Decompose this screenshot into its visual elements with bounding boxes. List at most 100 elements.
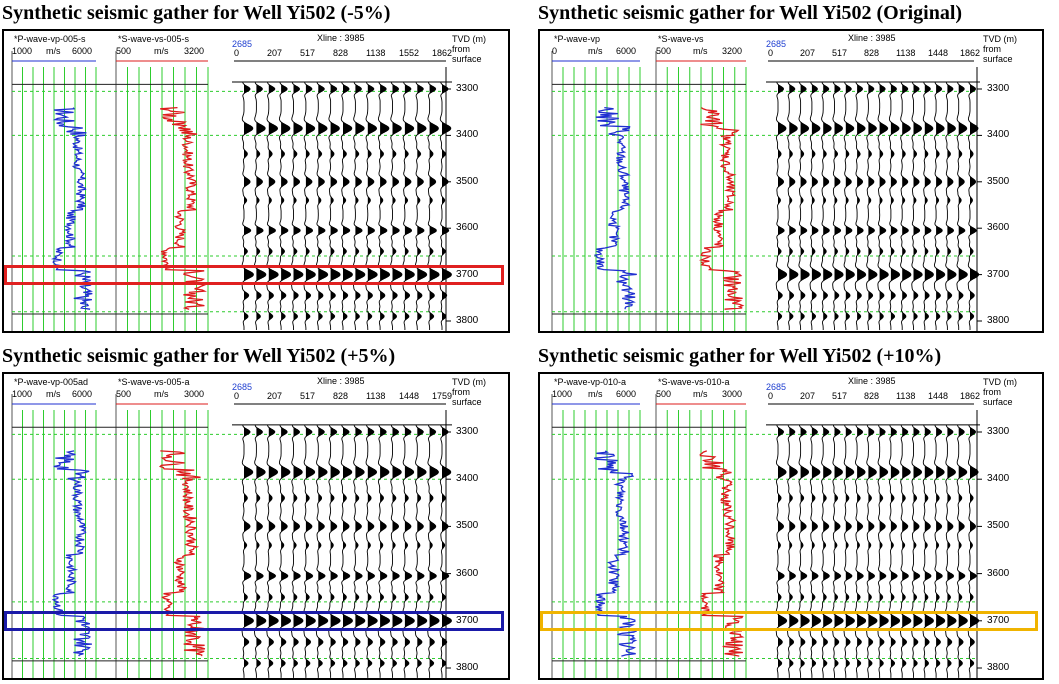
seismic-trace: [877, 81, 889, 331]
seismic-trace: [390, 424, 403, 678]
vp-header: *P-wave-vp-010-a: [554, 377, 627, 387]
depth-tick-label: 3600: [456, 222, 479, 234]
vs-scale-unit: m/s: [693, 389, 708, 399]
seismic-trace: [787, 81, 799, 330]
seismic-trace: [888, 81, 901, 330]
depth-tick-label: 3500: [987, 175, 1010, 187]
tvd-axis-label: TVD (m): [452, 377, 486, 387]
depth-tick-label: 3700: [987, 614, 1010, 626]
seismic-trace: [854, 424, 867, 678]
seismic-trace: [922, 424, 934, 678]
panel-plus10: Synthetic seismic gather for Well Yi502 …: [538, 345, 1059, 681]
vs-scale-max: 3200: [722, 46, 743, 56]
panel-minus5: Synthetic seismic gather for Well Yi502 …: [2, 2, 510, 334]
vs-scale-max: 3000: [184, 389, 205, 399]
seismic-trace: [278, 424, 292, 678]
offset-tick-label: 1138: [896, 391, 916, 401]
trace-number: 2685: [232, 39, 253, 49]
vp-scale-min: 1000: [12, 46, 33, 56]
depth-tick-label: 3800: [456, 315, 479, 326]
vs-scale-unit: m/s: [154, 389, 169, 399]
tvd-axis-label: surface: [983, 397, 1013, 407]
depth-tick-label: 3300: [456, 83, 479, 94]
offset-tick-label: 1862: [960, 48, 981, 58]
offset-tick-label: 207: [267, 391, 283, 401]
vs-header: *S-wave-vs-010-a: [658, 377, 730, 387]
offset-tick-label: 1138: [366, 48, 386, 58]
offset-tick-label: 517: [832, 48, 848, 58]
seismic-trace: [843, 424, 855, 678]
tvd-axis-label: from: [452, 387, 470, 397]
highlight-box: [4, 610, 504, 631]
offset-tick-label: 1448: [928, 48, 949, 58]
panel-title: Synthetic seismic gather for Well Yi502 …: [538, 345, 942, 367]
seismic-trace: [900, 424, 912, 678]
panel-title: Synthetic seismic gather for Well Yi502 …: [2, 345, 396, 367]
vs-scale-min: 500: [656, 46, 672, 56]
offset-tick-label: 207: [800, 391, 816, 401]
vp-scale-unit: m/s: [46, 389, 61, 399]
tvd-axis-label: TVD (m): [983, 377, 1017, 387]
offset-tick-label: 1552: [399, 48, 420, 58]
vp-scale-max: 6000: [72, 46, 93, 56]
offset-tick-label: 1138: [366, 391, 386, 401]
seismic-trace: [888, 424, 901, 678]
seismic-trace: [866, 81, 878, 330]
xline-label: Xline : 3985: [848, 33, 896, 43]
vs-log-curve: [699, 450, 745, 657]
seismic-trace: [775, 424, 788, 678]
vp-log-curve: [50, 107, 94, 310]
depth-tick-label: 3600: [456, 567, 479, 579]
seismic-trace: [377, 81, 391, 330]
offset-tick-label: 1862: [432, 48, 453, 58]
highlight-box: [4, 264, 504, 285]
tvd-axis-label: surface: [983, 54, 1013, 64]
seismic-trace: [820, 81, 833, 330]
tvd-axis-label: TVD (m): [452, 34, 486, 44]
depth-tick-label: 3500: [987, 520, 1010, 532]
seismic-trace: [843, 81, 855, 330]
gather-plot: [551, 394, 982, 678]
depth-tick-label: 3700: [456, 614, 479, 626]
offset-tick-label: 207: [800, 48, 816, 58]
seismic-trace: [820, 424, 833, 678]
tvd-axis-label: from: [452, 44, 470, 54]
highlight-box: [540, 610, 1038, 631]
offset-tick-label: 0: [768, 48, 774, 58]
vs-header: *S-wave-vs: [658, 34, 704, 44]
depth-tick-label: 3400: [456, 473, 479, 485]
seismic-trace: [967, 424, 980, 678]
seismic-trace: [866, 424, 878, 678]
seismic-trace: [775, 81, 788, 330]
gather-plot: [551, 51, 982, 331]
panel-original: Synthetic seismic gather for Well Yi502 …: [538, 2, 1059, 334]
xline-label: Xline : 3985: [317, 33, 365, 43]
seismic-trace: [911, 81, 923, 330]
depth-tick-label: 3700: [987, 268, 1010, 280]
offset-tick-label: 1759: [432, 391, 453, 401]
depth-tick-label: 3400: [987, 129, 1010, 141]
xline-label: Xline : 3985: [317, 376, 365, 386]
seismic-trace: [900, 81, 912, 330]
seismic-trace: [798, 81, 810, 330]
vs-header: *S-wave-vs-005-s: [118, 34, 190, 44]
seismic-trace: [414, 81, 428, 330]
xline-label: Xline : 3985: [848, 376, 896, 386]
offset-tick-label: 1138: [896, 48, 916, 58]
seismic-trace: [787, 424, 799, 678]
vp-header: *P-wave-vp-005ad: [14, 377, 89, 387]
seismic-trace: [315, 424, 329, 678]
depth-tick-label: 3300: [456, 426, 479, 437]
depth-tick-label: 3400: [456, 129, 479, 141]
gather-frame: *P-wave-vp-005-s *S-wave-vs-005-s 1000 m/s 6…: [2, 29, 510, 333]
seismic-trace: [945, 424, 957, 678]
seismic-trace: [266, 81, 279, 330]
vp-log-curve: [594, 450, 638, 657]
depth-tick-label: 3800: [456, 662, 479, 673]
seismic-trace: [798, 424, 810, 678]
trace-number: 2685: [766, 39, 787, 49]
vp-scale-min: 1000: [12, 389, 33, 399]
seismic-trace: [945, 81, 957, 330]
seismic-trace: [340, 424, 353, 678]
seismic-trace: [933, 81, 946, 330]
